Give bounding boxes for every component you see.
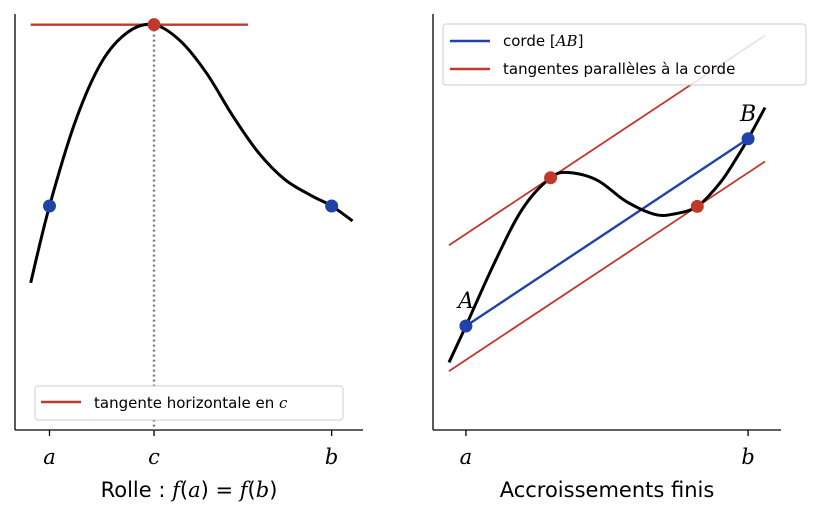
point-label-B: B xyxy=(739,102,756,127)
chord-line xyxy=(465,137,749,327)
right-point-t1 xyxy=(544,171,558,185)
rolle-panel: a c b Rolle : f(a) = f(b) tangente horizon… xyxy=(14,14,363,502)
right-point-t2 xyxy=(690,199,704,213)
right-point-A xyxy=(459,319,473,333)
parallel-tangent-line-2 xyxy=(448,160,766,372)
point-label-A: A xyxy=(456,289,474,314)
left-legend: tangente horizontale en c xyxy=(34,385,344,421)
left-point-a xyxy=(42,199,56,213)
right-x-axis-label: Accroissements finis xyxy=(500,478,715,502)
right-point-B xyxy=(741,132,755,146)
rolle-curve xyxy=(29,22,354,284)
left-x-tick-label-b: b xyxy=(325,445,338,469)
left-point-b xyxy=(325,199,339,213)
left-x-tick-label-c: c xyxy=(148,445,160,469)
legend-label-chord: corde [AB] xyxy=(503,32,583,50)
left-x-tick-label-a: a xyxy=(43,445,56,469)
left-point-c xyxy=(147,18,161,32)
right-legend: corde [AB] tangentes parallèles à la cor… xyxy=(442,23,807,86)
legend-label-horizontal-tangent: tangente horizontale en c xyxy=(94,394,288,412)
mvt-panel: a b A B Accroissements finis corde [AB] ta… xyxy=(432,14,807,502)
legend-label-parallel-tangents: tangentes parallèles à la corde xyxy=(503,60,735,78)
mvt-curve xyxy=(447,106,767,364)
left-x-axis-label: Rolle : f(a) = f(b) xyxy=(101,478,278,502)
right-x-tick-label-a: a xyxy=(460,445,473,469)
right-x-tick-label-b: b xyxy=(741,445,754,469)
